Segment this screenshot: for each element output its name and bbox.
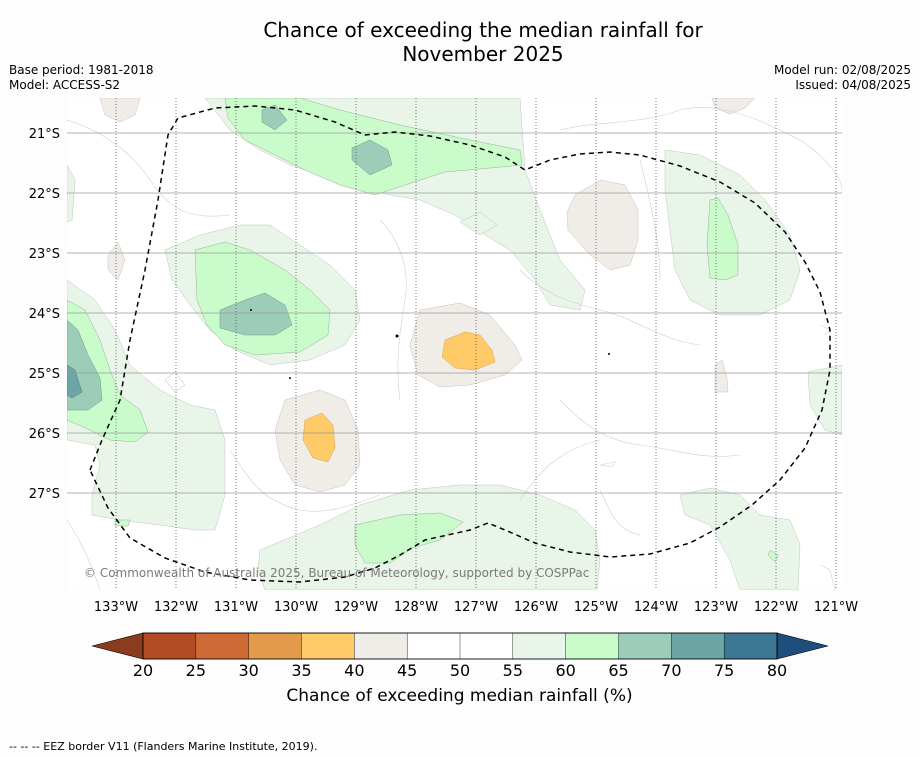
colorbar-cell — [512, 632, 567, 660]
lat-label: 24°S — [29, 307, 60, 322]
colorbar-cell — [354, 632, 408, 660]
issued-date: Issued: 04/08/2025 — [795, 78, 911, 92]
lon-label: 125°W — [574, 600, 618, 615]
lon-label: 126°W — [514, 600, 558, 615]
lon-label: 128°W — [394, 600, 438, 615]
colorbar-tick: 75 — [714, 661, 734, 680]
meta-left: Base period: 1981-2018 Model: ACCESS-S2 — [9, 63, 154, 93]
lon-label: 127°W — [454, 600, 498, 615]
lon-label: 123°W — [694, 600, 738, 615]
lon-label: 130°W — [274, 600, 318, 615]
lat-label: 21°S — [29, 127, 60, 142]
colorbar-tick: 25 — [186, 661, 206, 680]
eez-border — [89, 105, 831, 583]
colorbar-tick: 40 — [344, 661, 364, 680]
lat-label: 23°S — [29, 247, 60, 262]
colorbar-tick: 35 — [291, 661, 311, 680]
lon-label: 131°W — [214, 600, 258, 615]
model-run: Model run: 02/08/2025 — [773, 63, 911, 77]
colorbar-cell — [142, 632, 197, 660]
colorbar-cell — [301, 632, 355, 660]
colorbar-cell — [618, 632, 672, 660]
copyright-text: © Commonwealth of Australia 2025, Bureau… — [84, 566, 589, 580]
colorbar-cell — [459, 632, 514, 660]
colorbar-tick: 80 — [767, 661, 787, 680]
latitude-labels: 21°S 22°S 23°S 24°S 25°S 26°S 27°S — [29, 127, 60, 502]
longitude-labels: 133°W 132°W 131°W 130°W 129°W 128°W 127°… — [94, 600, 858, 615]
eez-legend-note: -- -- -- EEZ border V11 (Flanders Marine… — [9, 740, 318, 753]
title-line-2: November 2025 — [402, 42, 564, 66]
base-period: Base period: 1981-2018 — [9, 63, 154, 77]
latitude-gridlines — [67, 132, 842, 494]
colorbar-cell — [723, 632, 778, 660]
colorbar-cell — [406, 632, 461, 660]
colorbar-tick: 65 — [608, 661, 628, 680]
colorbar-low-extend — [91, 632, 144, 660]
meta-right: Model run: 02/08/2025 Issued: 04/08/2025 — [774, 63, 911, 93]
colorbar-tick: 20 — [133, 661, 153, 680]
lon-label: 124°W — [634, 600, 678, 615]
lon-label: 121°W — [814, 600, 858, 615]
title-line-1: Chance of exceeding the median rainfall … — [263, 18, 703, 42]
lat-label: 26°S — [29, 427, 60, 442]
lon-label: 132°W — [154, 600, 198, 615]
colorbar-tick: 50 — [450, 661, 470, 680]
lon-label: 129°W — [334, 600, 378, 615]
colorbar-cells — [142, 632, 778, 660]
lat-label: 27°S — [29, 487, 60, 502]
colorbar-tick: 45 — [397, 661, 417, 680]
colorbar-cell — [195, 632, 250, 660]
colorbar-label: Chance of exceeding median rainfall (%) — [286, 686, 633, 706]
colorbar-tick: 60 — [555, 661, 575, 680]
colorbar-tick: 30 — [238, 661, 258, 680]
colorbar-frame — [142, 632, 778, 660]
lat-label: 25°S — [29, 367, 60, 382]
map-title: Chance of exceeding the median rainfall … — [0, 18, 919, 66]
rainfall-contours — [67, 98, 842, 590]
colorbar-tick: 55 — [503, 661, 523, 680]
lon-label: 133°W — [94, 600, 138, 615]
colorbar-cell — [565, 632, 620, 660]
lon-label: 122°W — [754, 600, 798, 615]
colorbar-cell — [671, 632, 725, 660]
contour-35-40 — [302, 331, 496, 463]
colorbar-cell — [248, 632, 303, 660]
isolines — [67, 107, 842, 590]
colorbar: 20 25 30 35 40 45 50 55 60 65 70 75 80 — [91, 632, 829, 680]
islands — [250, 309, 610, 379]
longitude-gridlines — [115, 98, 837, 590]
colorbar-tick: 70 — [661, 661, 681, 680]
model-name: Model: ACCESS-S2 — [9, 78, 121, 92]
lat-label: 22°S — [29, 187, 60, 202]
colorbar-high-extend — [776, 632, 829, 660]
colorbar-tick-labels: 20 25 30 35 40 45 50 55 60 65 70 75 80 — [133, 661, 787, 680]
